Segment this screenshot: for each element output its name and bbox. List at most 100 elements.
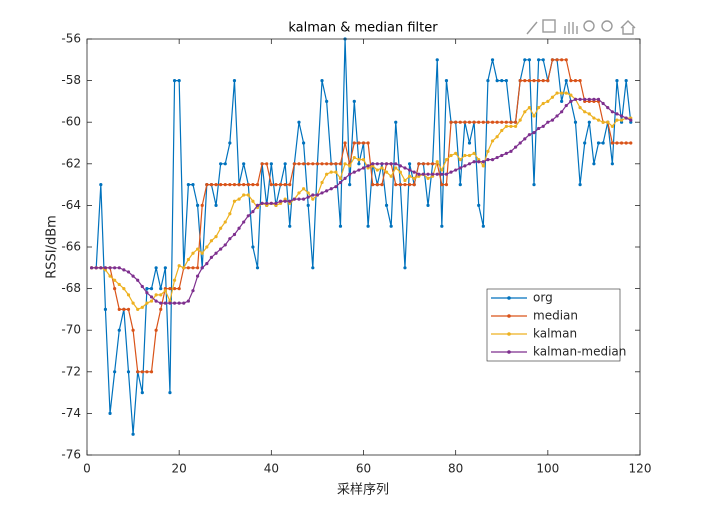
- data-point: [260, 162, 264, 166]
- data-point: [122, 307, 126, 311]
- data-point: [228, 141, 232, 145]
- data-point: [242, 220, 246, 224]
- data-point: [578, 97, 582, 101]
- series-line: [91, 38, 632, 435]
- data-point: [196, 203, 200, 207]
- data-point: [366, 164, 370, 168]
- data-point: [301, 197, 306, 201]
- data-point: [601, 120, 605, 124]
- data-point: [232, 199, 237, 203]
- data-point: [338, 162, 343, 166]
- data-point: [357, 141, 361, 145]
- pan-icon[interactable]: [564, 22, 578, 34]
- data-point: [532, 131, 536, 135]
- data-point: [472, 151, 476, 155]
- data-point: [509, 149, 513, 153]
- data-point: [523, 58, 527, 62]
- zoom-out-icon[interactable]: [601, 20, 613, 32]
- brush-icon[interactable]: [526, 21, 538, 35]
- legend-label: org: [533, 291, 553, 305]
- data-point: [412, 170, 416, 174]
- data-point: [301, 187, 306, 191]
- data-point: [398, 164, 402, 168]
- data-point: [214, 183, 218, 187]
- data-point: [504, 79, 508, 83]
- data-point: [352, 99, 356, 103]
- data-point: [596, 97, 601, 101]
- data-point: [145, 370, 149, 374]
- data-point: [288, 183, 292, 187]
- data-point: [532, 183, 536, 187]
- data-point: [509, 120, 513, 124]
- data-point: [426, 203, 430, 207]
- data-point: [246, 193, 250, 197]
- data-point: [242, 183, 246, 187]
- data-point: [288, 199, 292, 203]
- data-point: [550, 95, 555, 99]
- x-tick-label: 100: [536, 462, 559, 476]
- data-point: [523, 137, 527, 141]
- data-point: [149, 295, 154, 299]
- legend-label: kalman-median: [533, 345, 626, 359]
- data-point: [583, 141, 587, 145]
- data-point: [301, 141, 306, 145]
- data-point: [117, 266, 121, 270]
- data-point: [352, 155, 356, 160]
- data-point: [352, 170, 356, 174]
- data-point: [219, 247, 223, 251]
- data-point: [177, 79, 181, 83]
- data-point: [131, 274, 135, 278]
- data-point: [113, 287, 117, 291]
- data-point: [154, 299, 158, 303]
- data-point: [513, 124, 518, 128]
- data-point: [560, 91, 564, 95]
- data-point: [560, 58, 564, 62]
- x-tick-label: 80: [448, 462, 463, 476]
- data-point: [172, 287, 177, 291]
- home-icon[interactable]: [620, 20, 636, 35]
- data-tip-icon[interactable]: [542, 19, 556, 33]
- data-point: [348, 183, 352, 187]
- data-point: [320, 191, 324, 195]
- data-point: [237, 226, 241, 230]
- data-point: [223, 220, 227, 224]
- data-point: [578, 106, 582, 110]
- data-point: [99, 183, 103, 187]
- data-point: [619, 141, 624, 145]
- data-point: [527, 106, 532, 110]
- data-point: [320, 162, 324, 166]
- data-point: [481, 224, 485, 228]
- data-point: [375, 162, 379, 166]
- data-point: [537, 106, 541, 110]
- data-point: [191, 251, 195, 255]
- data-point: [338, 224, 343, 228]
- data-point: [421, 172, 426, 176]
- data-point: [140, 370, 144, 374]
- data-point: [219, 226, 223, 230]
- zoom-in-icon[interactable]: [583, 20, 595, 32]
- data-point: [380, 183, 384, 187]
- legend-marker: [507, 350, 511, 354]
- data-point: [527, 58, 532, 62]
- data-point: [527, 133, 532, 137]
- data-point: [361, 158, 366, 162]
- data-point: [569, 99, 573, 103]
- data-point: [315, 162, 320, 166]
- data-point: [481, 120, 485, 124]
- data-point: [509, 124, 513, 128]
- data-point: [329, 170, 333, 174]
- data-point: [564, 91, 568, 95]
- data-point: [546, 79, 550, 83]
- data-point: [477, 160, 481, 164]
- chart-title: kalman & median filter: [288, 21, 438, 36]
- data-point: [564, 58, 568, 62]
- data-point: [426, 176, 430, 180]
- data-point: [431, 172, 435, 176]
- data-point: [361, 166, 366, 170]
- data-point: [504, 151, 508, 155]
- data-point: [435, 160, 439, 164]
- data-point: [122, 287, 126, 291]
- data-point: [389, 174, 393, 178]
- data-point: [444, 79, 449, 83]
- data-point: [500, 153, 504, 158]
